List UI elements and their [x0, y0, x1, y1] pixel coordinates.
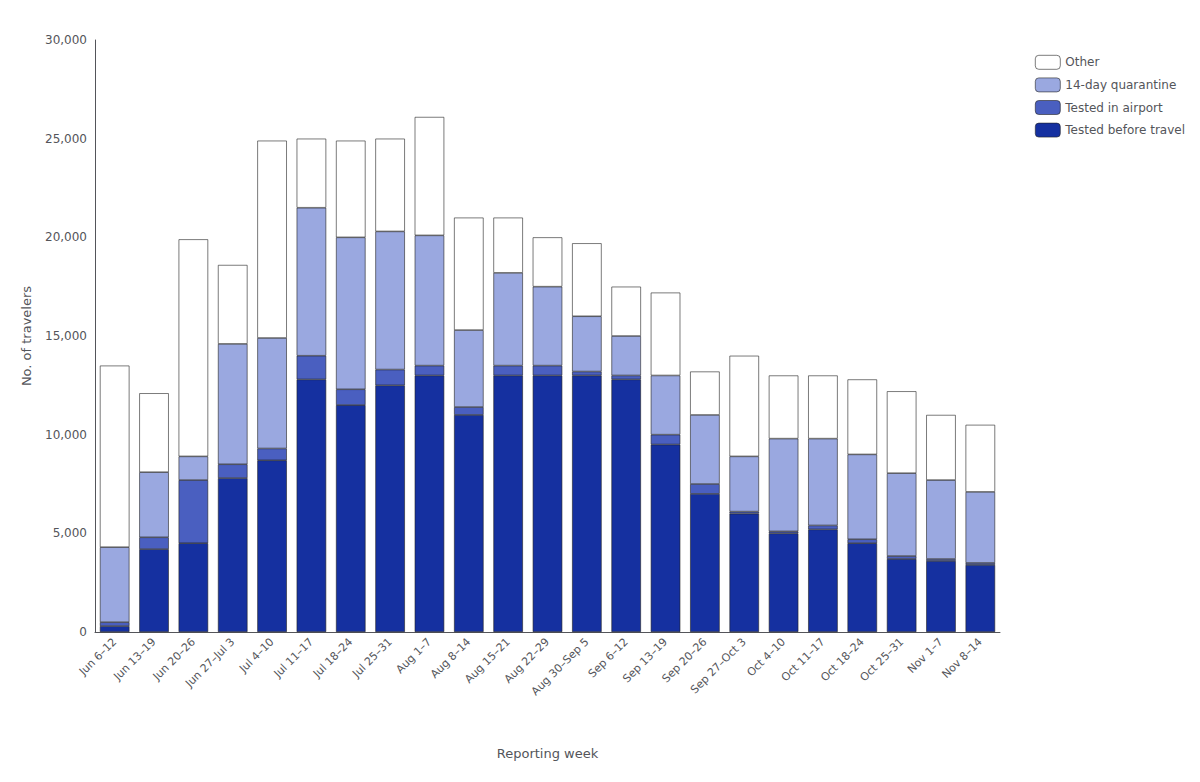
svg-text:10,000: 10,000: [45, 428, 87, 442]
svg-text:Oct 11–17: Oct 11–17: [778, 635, 828, 685]
svg-text:Aug 22–29: Aug 22–29: [501, 635, 553, 686]
svg-text:Aug 15–21: Aug 15–21: [462, 635, 513, 686]
svg-text:Reporting week: Reporting week: [497, 746, 599, 761]
svg-text:Nov 1–7: Nov 1–7: [905, 635, 946, 676]
svg-text:14-day quarantine: 14-day quarantine: [1065, 78, 1176, 92]
svg-text:Jun 27–Jul 3: Jun 27–Jul 3: [182, 635, 237, 690]
svg-text:Sep 20–26: Sep 20–26: [659, 635, 710, 686]
svg-text:Jul 4–10: Jul 4–10: [236, 635, 276, 675]
svg-text:Jul 18–24: Jul 18–24: [310, 635, 355, 680]
svg-text:Jul 25–31: Jul 25–31: [349, 635, 394, 680]
svg-text:Oct 25–31: Oct 25–31: [857, 635, 906, 684]
svg-text:Jun 13–19: Jun 13–19: [110, 635, 158, 683]
svg-text:Tested before travel: Tested before travel: [1064, 123, 1185, 137]
svg-text:Oct 4–10: Oct 4–10: [744, 635, 789, 680]
svg-text:Sep 27–Oct 3: Sep 27–Oct 3: [688, 635, 749, 696]
svg-text:Aug 30–Sep 5: Aug 30–Sep 5: [529, 635, 592, 698]
svg-text:Oct 18–24: Oct 18–24: [818, 635, 867, 685]
svg-text:0: 0: [79, 625, 87, 639]
svg-text:Sep 6–12: Sep 6–12: [585, 635, 631, 681]
svg-text:30,000: 30,000: [45, 33, 87, 47]
svg-text:Tested in airport: Tested in airport: [1064, 101, 1163, 115]
svg-text:5,000: 5,000: [53, 526, 87, 540]
svg-text:Jun 6–12: Jun 6–12: [76, 635, 120, 678]
svg-text:20,000: 20,000: [45, 230, 87, 244]
svg-text:No. of travelers: No. of travelers: [19, 286, 34, 386]
svg-text:25,000: 25,000: [45, 132, 87, 146]
svg-text:Other: Other: [1065, 55, 1099, 69]
svg-text:Jun 20–26: Jun 20–26: [150, 635, 198, 683]
svg-text:Jul 11–17: Jul 11–17: [271, 635, 316, 680]
svg-text:Aug 8–14: Aug 8–14: [427, 635, 474, 681]
svg-text:Nov 8–14: Nov 8–14: [939, 635, 985, 681]
svg-text:15,000: 15,000: [45, 329, 87, 343]
svg-text:Aug 1–7: Aug 1–7: [393, 635, 434, 676]
svg-text:Sep 13–19: Sep 13–19: [620, 635, 671, 686]
